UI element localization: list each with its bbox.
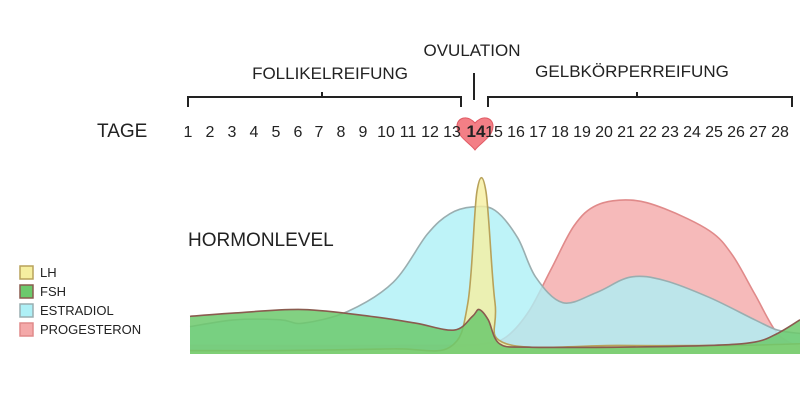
day-tick-label: 12 [421, 124, 439, 141]
day-ticks: 1 2 3 4 5 6 7 8 9 10 11 12 13 14 15 16 17 18 19 20 21 22 23 24 2… [184, 122, 789, 141]
day-tick-label: 23 [661, 124, 679, 141]
day-tick-label: 8 [337, 124, 346, 141]
hormone-level-label: HORMONLEVEL [188, 230, 334, 251]
legend-swatch-estradiol [19, 303, 34, 318]
day-tick-label: 18 [551, 124, 569, 141]
day-tick-label: 2 [206, 124, 215, 141]
day-tick-label: 13 [443, 124, 461, 141]
ovulation-label: OVULATION [424, 41, 521, 60]
luteal-phase-bracket [487, 92, 793, 107]
day-tick-label: 19 [573, 124, 591, 141]
day-tick-label: 9 [359, 124, 368, 141]
day-tick-label: 7 [315, 124, 324, 141]
day-tick-label: 17 [529, 124, 547, 141]
heart-icon [456, 117, 494, 151]
day-tick-label: 25 [705, 124, 723, 141]
day-tick-label-highlight: 14 [467, 122, 486, 141]
legend-swatch-fsh [19, 284, 34, 299]
day-tick-label: 20 [595, 124, 613, 141]
legend-label-estradiol: ESTRADIOL [40, 303, 114, 318]
day-tick-label: 21 [617, 124, 635, 141]
day-tick-label: 11 [400, 124, 417, 141]
day-tick-label: 27 [749, 124, 767, 141]
follicular-phase-label: FOLLIKELREIFUNG [252, 64, 408, 83]
day-tick-label: 15 [485, 124, 503, 141]
day-tick-label: 22 [639, 124, 657, 141]
legend-label-fsh: FSH [40, 284, 66, 299]
day-tick-label: 24 [683, 124, 701, 141]
day-tick-label: 6 [294, 124, 303, 141]
days-label: TAGE [97, 121, 147, 142]
legend-label-progesteron: PROGESTERON [40, 322, 141, 337]
day-tick-label: 28 [771, 124, 789, 141]
day-tick-label: 3 [228, 124, 237, 141]
day-tick-label: 4 [250, 124, 259, 141]
day-tick-label: 5 [272, 124, 281, 141]
day-tick-label: 10 [377, 124, 395, 141]
legend-swatch-progesteron [19, 322, 34, 337]
legend-label-lh: LH [40, 265, 57, 280]
day-tick-label: 1 [184, 124, 193, 141]
area-fsh [190, 309, 800, 354]
follicular-phase-bracket [187, 92, 462, 107]
legend-swatch-lh [19, 265, 34, 280]
luteal-phase-label: GELBKÖRPERREIFUNG [535, 62, 729, 81]
legend: LH FSH ESTRADIOL PROGESTERON [19, 265, 141, 337]
day-tick-label: 16 [507, 124, 525, 141]
line-fsh [189, 308, 800, 349]
day-tick-label: 26 [727, 124, 745, 141]
hormone-areas [189, 176, 800, 354]
